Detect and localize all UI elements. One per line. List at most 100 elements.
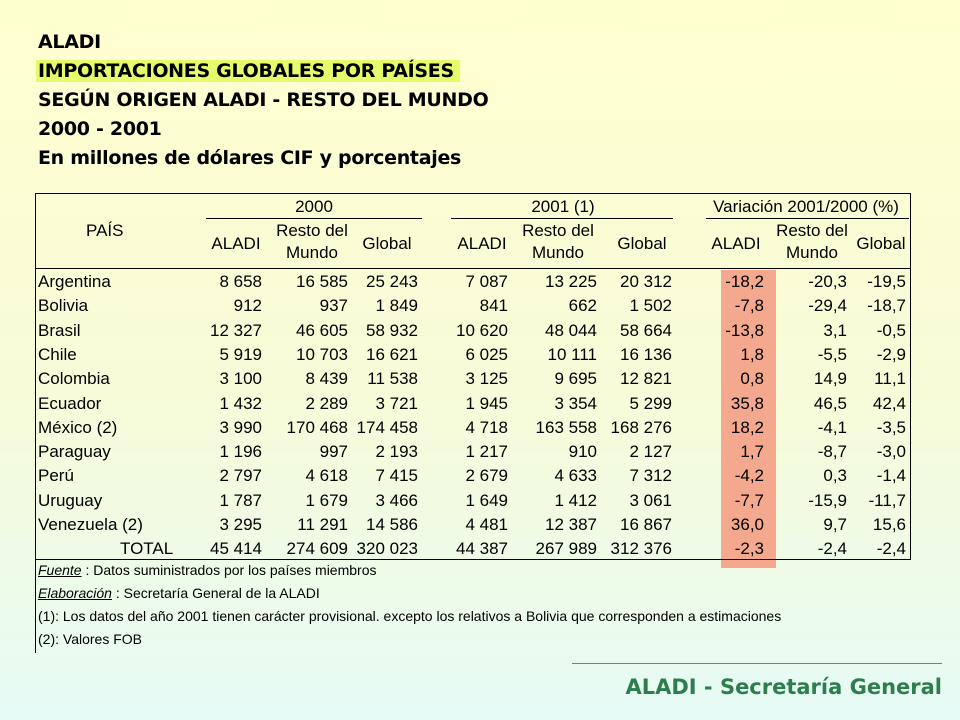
table-cell: 841	[479, 296, 508, 316]
table-cell: 0,8	[740, 369, 764, 389]
note-text: : Datos suministrados por los países mie…	[81, 562, 377, 578]
table-cell: 3 061	[629, 490, 672, 510]
country-name: Ecuador	[38, 393, 102, 413]
table-cell: -13,8	[725, 320, 764, 340]
table-cell: -19,5	[867, 272, 906, 291]
table-cell: 1 412	[554, 490, 597, 510]
total-cell: -2,4	[817, 539, 847, 559]
table-cell: 1,7	[740, 442, 764, 462]
table-cell: 3 100	[219, 369, 262, 389]
group-header: 2001 (1)	[531, 197, 595, 216]
total-cell: 312 376	[610, 539, 672, 559]
table-cell: 1 945	[465, 393, 508, 413]
table-cell: 9,7	[823, 515, 847, 534]
table-cell: 16 585	[296, 272, 348, 291]
total-cell: 320 023	[356, 539, 418, 559]
table-top-rule	[35, 193, 911, 194]
note-label: Fuente	[38, 562, 82, 578]
table-cell: 170 468	[286, 417, 348, 437]
table-cell: 3 990	[219, 417, 262, 437]
table-cell: 5 299	[629, 393, 672, 413]
table-cell: 12 327	[210, 320, 262, 340]
variation-aladi-highlight	[721, 270, 776, 568]
table-cell: 7 415	[375, 466, 418, 486]
total-cell: 274 609	[286, 539, 348, 559]
table-cell: 2 193	[375, 442, 418, 462]
table-cell: 912	[233, 296, 262, 316]
country-name: Venezuela (2)	[38, 515, 143, 534]
table-cell: 35,8	[730, 393, 764, 413]
table-cell: -29,4	[808, 296, 847, 316]
table-cell: 662	[568, 296, 597, 316]
table-cell: 15,6	[872, 515, 906, 534]
table-cell: -4,2	[734, 466, 764, 486]
group-header: Variación 2001/2000 (%)	[713, 197, 899, 216]
table-cell: 46,5	[813, 393, 847, 413]
table-cell: 168 276	[610, 417, 672, 437]
table-right-rule	[910, 193, 911, 560]
note-line: Elaboración : Secretaría General de la A…	[38, 585, 320, 601]
table-cell: 937	[319, 296, 348, 316]
table-cell: 4 718	[465, 417, 508, 437]
table-cell: -4,1	[817, 417, 847, 437]
table-cell: 16 621	[366, 344, 418, 364]
title-origen: SEGÚN ORIGEN ALADI - RESTO DEL MUNDO	[38, 89, 489, 111]
note-line: (1): Los datos del año 2001 tienen carác…	[38, 608, 781, 624]
total-cell: 267 989	[535, 539, 597, 559]
column-header: Resto del Mundo	[276, 221, 348, 262]
country-name: México (2)	[38, 417, 118, 437]
note-text: (1): Los datos del año 2001 tienen carác…	[38, 608, 782, 624]
group-rule-variacion	[706, 218, 909, 219]
column-header: Resto del Mundo	[522, 221, 594, 262]
table-cell: 3,1	[823, 320, 847, 340]
country-name: Colombia	[38, 369, 110, 389]
country-name: Perú	[38, 466, 74, 486]
title-importaciones: IMPORTACIONES GLOBALES POR PAÍSES	[36, 60, 460, 82]
table-cell: -5,5	[817, 344, 847, 364]
table-cell: -3,5	[876, 417, 906, 437]
table-cell: 3 295	[219, 515, 262, 534]
table-cell: -11,7	[868, 490, 907, 510]
table-cell: 4 481	[465, 515, 508, 534]
table-cell: 16 867	[620, 515, 672, 534]
table-cell: 7 087	[465, 272, 508, 291]
country-header: PAÍS	[86, 221, 124, 240]
table-cell: -18,2	[725, 272, 764, 291]
note-text: (2): Valores FOB	[38, 631, 142, 647]
title-period: 2000 - 2001	[38, 118, 162, 140]
table-cell: 7 312	[629, 466, 672, 486]
column-header: Global	[362, 234, 412, 253]
group-rule-2000	[206, 218, 422, 219]
table-cell: 10 703	[296, 344, 348, 364]
table-cell: 8 658	[219, 272, 262, 291]
table-cell: 13 225	[545, 272, 597, 291]
table-cell: 18,2	[730, 417, 764, 437]
total-cell: 44 387	[456, 539, 508, 559]
header-bottom-rule	[35, 268, 911, 269]
table-cell: 10 111	[547, 344, 597, 364]
table-cell: 1 679	[305, 490, 348, 510]
title-aladi: ALADI	[38, 31, 101, 53]
table-cell: -18,7	[867, 296, 906, 316]
table-cell: -20,3	[808, 272, 847, 291]
table-cell: 5 919	[219, 344, 262, 364]
table-cell: 3 354	[554, 393, 597, 413]
table-cell: -2,9	[876, 344, 906, 364]
total-cell: 45 414	[210, 539, 262, 559]
table-cell: 1 432	[219, 393, 262, 413]
table-cell: -8,7	[817, 442, 847, 462]
table-cell: 58 932	[366, 320, 418, 340]
table-cell: 6 025	[465, 344, 508, 364]
table-left-rule	[35, 193, 36, 653]
footer-rule	[572, 663, 942, 664]
note-label: Elaboración	[38, 585, 112, 601]
table-cell: 1 196	[219, 442, 262, 462]
table-cell: 174 458	[356, 417, 418, 437]
table-cell: 1,8	[740, 344, 764, 364]
table-cell: 4 618	[305, 466, 348, 486]
table-cell: 16 136	[620, 344, 672, 364]
table-cell: -1,4	[876, 466, 906, 486]
table-cell: 46 605	[296, 320, 348, 340]
title-units: En millones de dólares CIF y porcentajes	[38, 147, 462, 169]
table-cell: 1 217	[465, 442, 508, 462]
